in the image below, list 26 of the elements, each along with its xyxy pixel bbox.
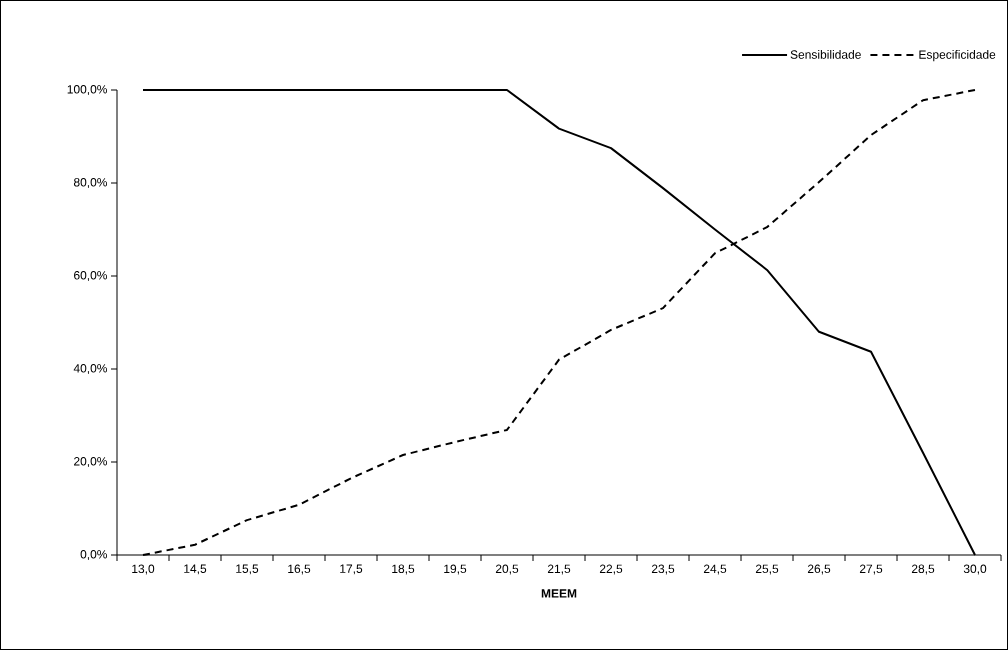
x-tick-label: 18,5 [392, 564, 415, 575]
y-tick-label: 100,0% [67, 85, 108, 95]
x-tick-label: 25,5 [755, 564, 779, 575]
x-tick-label: 20,5 [495, 564, 519, 575]
x-tick-label: 17,5 [340, 564, 363, 575]
y-tick-label: 0,0% [80, 550, 108, 560]
x-tick-label: 26,5 [807, 564, 831, 575]
x-tick-label: 30,0 [963, 564, 987, 575]
x-tick-label: 24,5 [703, 564, 727, 575]
x-tick-label: 15,5 [236, 564, 259, 575]
y-tick-label: 20,0% [74, 457, 108, 467]
legend-label: Sensibilidade [790, 50, 861, 59]
x-tick-label: 19,5 [444, 564, 467, 575]
legend-label: Especificidade [919, 50, 996, 62]
y-tick-label: 40,0% [73, 364, 108, 374]
x-tick-label: 21,5 [547, 564, 571, 575]
x-tick-label: 22,5 [599, 564, 623, 575]
x-axis-title: MEEM [541, 589, 577, 598]
x-tick-label: 23,5 [651, 564, 675, 575]
x-tick-label: 16,5 [288, 564, 311, 575]
x-tick-label: 14,5 [184, 564, 207, 575]
y-tick-label: 60,0% [74, 271, 108, 281]
x-tick-label: 28,5 [911, 564, 935, 575]
x-tick-label: 27,5 [859, 564, 883, 575]
y-tick-label: 80,0% [73, 178, 108, 188]
x-tick-label: 13,0 [132, 564, 155, 575]
